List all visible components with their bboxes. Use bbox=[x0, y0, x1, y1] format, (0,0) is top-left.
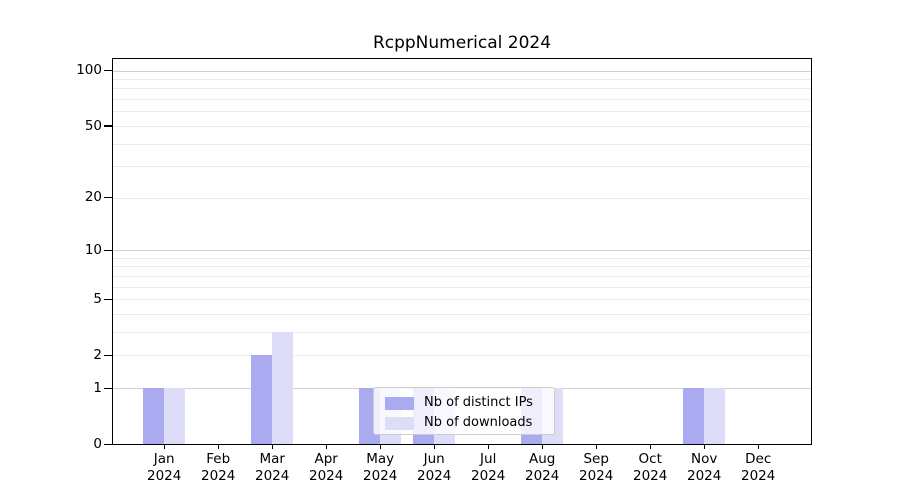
gridline-major-10 bbox=[113, 249, 811, 251]
gridline-minor-20 bbox=[113, 197, 811, 199]
legend-item-downloads: Nb of downloads bbox=[385, 414, 546, 432]
y-tick-label-100: 100 bbox=[76, 62, 102, 79]
y-tick-label-50: 50 bbox=[84, 117, 102, 134]
y-tick-mark-100 bbox=[104, 70, 113, 72]
x-tick-year: 2024 bbox=[579, 467, 614, 484]
x-tick-year: 2024 bbox=[201, 467, 236, 484]
gridline-minor-7 bbox=[113, 275, 811, 277]
gridline-minor-30 bbox=[113, 166, 811, 168]
x-tick-mark-oct bbox=[649, 443, 651, 450]
bar-distinct-ips-mar bbox=[251, 355, 272, 444]
y-tick-mark-50 bbox=[104, 125, 113, 127]
x-tick-mark-may bbox=[379, 443, 381, 450]
x-tick-mark-aug bbox=[541, 443, 543, 450]
x-tick-mark-nov bbox=[703, 443, 705, 450]
legend: Nb of distinct IPs Nb of downloads bbox=[373, 387, 555, 435]
bar-downloads-jan bbox=[164, 387, 185, 444]
legend-label-downloads: Nb of downloads bbox=[424, 415, 533, 430]
plot-area: Nb of distinct IPs Nb of downloads bbox=[112, 58, 812, 445]
x-tick-mark-feb bbox=[217, 443, 219, 450]
y-tick-label-20: 20 bbox=[84, 189, 102, 206]
x-tick-mark-mar bbox=[271, 443, 273, 450]
x-tick-mark-dec bbox=[757, 443, 759, 450]
x-tick-year: 2024 bbox=[525, 467, 560, 484]
x-tick-mark-apr bbox=[325, 443, 327, 450]
y-tick-mark-1 bbox=[104, 387, 113, 389]
x-tick-month: Nov bbox=[691, 450, 718, 467]
x-tick-label-may: May 2024 bbox=[352, 451, 408, 485]
legend-item-distinct-ips: Nb of distinct IPs bbox=[385, 394, 546, 412]
x-tick-mark-sep bbox=[595, 443, 597, 450]
x-tick-year: 2024 bbox=[417, 467, 452, 484]
x-tick-month: May bbox=[366, 450, 395, 467]
x-tick-year: 2024 bbox=[309, 467, 344, 484]
x-tick-label-oct: Oct 2024 bbox=[622, 451, 678, 485]
x-tick-label-sep: Sep 2024 bbox=[568, 451, 624, 485]
gridline-minor-50 bbox=[113, 125, 811, 127]
y-tick-label-10: 10 bbox=[84, 241, 102, 258]
y-tick-label-2: 2 bbox=[93, 346, 102, 363]
bar-distinct-ips-jan bbox=[143, 387, 164, 444]
gridline-minor-80 bbox=[113, 88, 811, 90]
x-tick-year: 2024 bbox=[363, 467, 398, 484]
y-tick-mark-10 bbox=[104, 249, 113, 251]
x-tick-year: 2024 bbox=[633, 467, 668, 484]
x-tick-month: Jan bbox=[153, 450, 175, 467]
bar-downloads-nov bbox=[704, 387, 725, 444]
gridline-minor-3 bbox=[113, 331, 811, 333]
x-tick-label-nov: Nov 2024 bbox=[676, 451, 732, 485]
gridline-minor-70 bbox=[113, 99, 811, 101]
legend-label-distinct-ips: Nb of distinct IPs bbox=[424, 395, 533, 410]
chart-title: RcppNumerical 2024 bbox=[372, 33, 552, 53]
bar-downloads-mar bbox=[272, 331, 293, 444]
gridline-minor-60 bbox=[113, 111, 811, 113]
gridline-minor-2 bbox=[113, 355, 811, 357]
x-tick-label-apr: Apr 2024 bbox=[298, 451, 354, 485]
x-tick-year: 2024 bbox=[741, 467, 776, 484]
gridline-minor-8 bbox=[113, 266, 811, 268]
x-tick-month: Feb bbox=[206, 450, 231, 467]
y-tick-label-1: 1 bbox=[93, 379, 102, 396]
x-tick-label-feb: Feb 2024 bbox=[190, 451, 246, 485]
gridline-minor-5 bbox=[113, 299, 811, 301]
x-tick-month: Dec bbox=[745, 450, 772, 467]
gridline-minor-6 bbox=[113, 286, 811, 288]
x-tick-year: 2024 bbox=[687, 467, 722, 484]
x-tick-month: Aug bbox=[529, 450, 556, 467]
x-tick-year: 2024 bbox=[255, 467, 290, 484]
x-tick-month: Jun bbox=[423, 450, 445, 467]
y-tick-label-0: 0 bbox=[93, 435, 102, 452]
gridline-major-100 bbox=[113, 70, 811, 72]
x-tick-month: Mar bbox=[259, 450, 285, 467]
gridline-minor-4 bbox=[113, 313, 811, 315]
bar-distinct-ips-nov bbox=[683, 387, 704, 444]
x-tick-mark-jun bbox=[433, 443, 435, 450]
y-tick-mark-2 bbox=[104, 354, 113, 356]
x-tick-label-jan: Jan 2024 bbox=[136, 451, 192, 485]
x-tick-year: 2024 bbox=[471, 467, 506, 484]
y-tick-label-5: 5 bbox=[93, 290, 102, 307]
x-tick-label-aug: Aug 2024 bbox=[514, 451, 570, 485]
x-tick-label-dec: Dec 2024 bbox=[730, 451, 786, 485]
gridline-minor-90 bbox=[113, 79, 811, 81]
x-tick-label-mar: Mar 2024 bbox=[244, 451, 300, 485]
x-tick-month: Apr bbox=[314, 450, 338, 467]
x-tick-year: 2024 bbox=[147, 467, 182, 484]
legend-swatch-distinct-ips bbox=[385, 396, 414, 410]
x-tick-month: Oct bbox=[638, 450, 662, 467]
x-tick-label-jun: Jun 2024 bbox=[406, 451, 462, 485]
x-tick-mark-jan bbox=[163, 443, 165, 450]
y-tick-mark-5 bbox=[104, 298, 113, 300]
x-tick-label-jul: Jul 2024 bbox=[460, 451, 516, 485]
x-tick-mark-jul bbox=[487, 443, 489, 450]
x-tick-month: Jul bbox=[480, 450, 497, 467]
x-tick-month: Sep bbox=[583, 450, 609, 467]
y-tick-mark-20 bbox=[104, 197, 113, 199]
y-tick-mark-0 bbox=[104, 443, 113, 445]
gridline-minor-9 bbox=[113, 257, 811, 259]
gridline-minor-40 bbox=[113, 143, 811, 145]
legend-swatch-downloads bbox=[385, 416, 414, 430]
